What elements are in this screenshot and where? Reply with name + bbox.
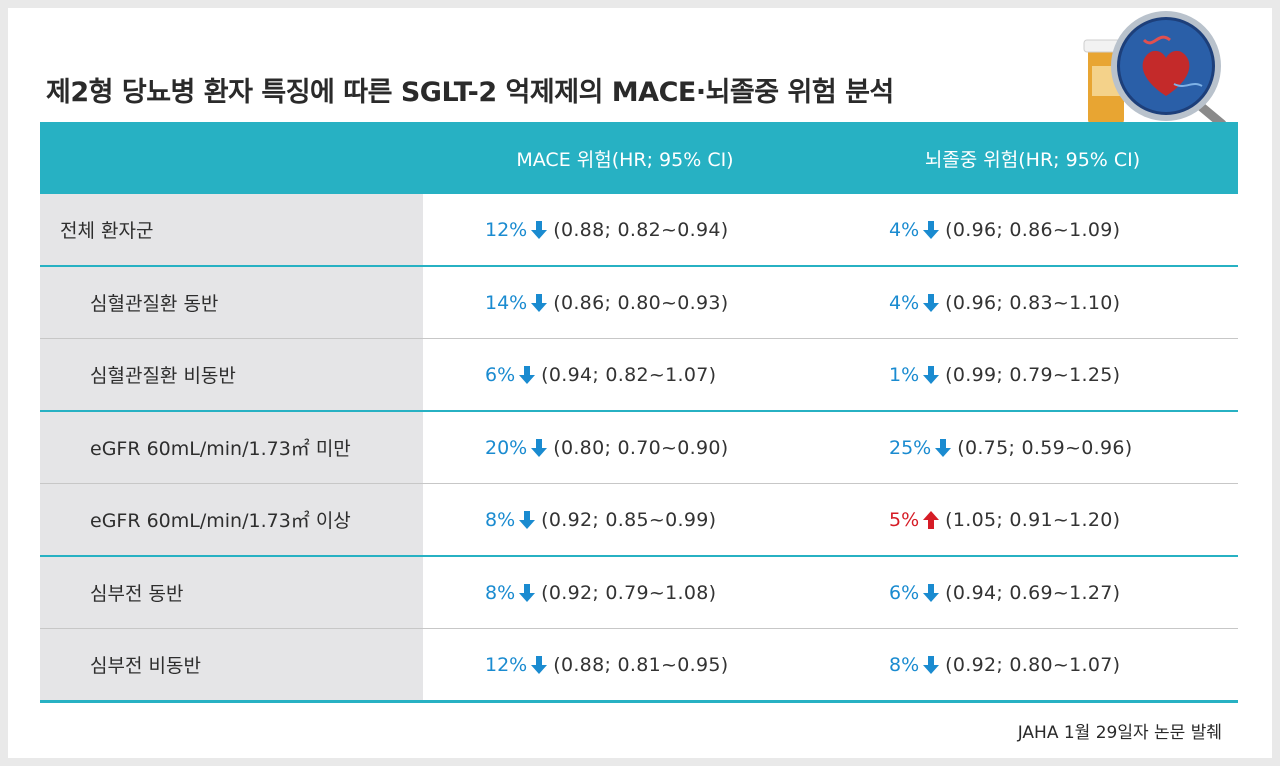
arrow-down-icon <box>923 220 940 239</box>
stroke-cell: 6% (0.94; 0.69~1.27) <box>827 556 1238 629</box>
mace-hr-ci: (0.94; 0.82~1.07) <box>541 363 717 386</box>
mace-percent: 14% <box>485 291 528 314</box>
stroke-cell: 8% (0.92; 0.80~1.07) <box>827 629 1238 702</box>
page-title: 제2형 당뇨병 환자 특징에 따른 SGLT-2 억제제의 MACE·뇌졸중 위… <box>46 77 894 108</box>
stroke-hr-ci: (0.96; 0.83~1.10) <box>945 291 1121 314</box>
stroke-hr-ci: (0.96; 0.86~1.09) <box>945 218 1121 241</box>
table-row: 심부전 비동반 12% (0.88; 0.81~0.95) 8% (0.92; 0.80… <box>40 628 1238 702</box>
mace-hr-ci: (0.88; 0.82~0.94) <box>553 218 729 241</box>
mace-percent: 6% <box>485 363 516 386</box>
row-label: 전체 환자군 <box>40 194 423 266</box>
row-label: 심부전 비동반 <box>40 628 423 702</box>
infographic-card: 제2형 당뇨병 환자 특징에 따른 SGLT-2 억제제의 MACE·뇌졸중 위… <box>8 8 1272 758</box>
arrow-down-icon <box>935 438 952 457</box>
mace-cell: 14% (0.86; 0.80~0.93) <box>423 266 827 339</box>
stroke-cell: 25% (0.75; 0.59~0.96) <box>827 411 1238 484</box>
risk-table: MACE 위험(HR; 95% CI) 뇌졸중 위험(HR; 95% CI) 전… <box>40 122 1238 703</box>
mace-cell: 8% (0.92; 0.79~1.08) <box>423 556 827 629</box>
mace-percent: 12% <box>485 218 528 241</box>
stroke-hr-ci: (0.94; 0.69~1.27) <box>945 581 1121 604</box>
table-row: eGFR 60mL/min/1.73㎡ 미만 20% (0.80; 0.70~0.9… <box>40 411 1238 484</box>
mace-percent: 12% <box>485 653 528 676</box>
arrow-down-icon <box>519 365 536 384</box>
arrow-down-icon <box>519 510 536 529</box>
row-label: 심혈관질환 동반 <box>40 266 423 339</box>
arrow-down-icon <box>531 438 548 457</box>
mace-hr-ci: (0.86; 0.80~0.93) <box>553 291 729 314</box>
arrow-up-icon <box>923 510 940 529</box>
mace-percent: 8% <box>485 508 516 531</box>
table-header-row: MACE 위험(HR; 95% CI) 뇌졸중 위험(HR; 95% CI) <box>40 122 1238 194</box>
arrow-down-icon <box>923 583 940 602</box>
stroke-percent: 4% <box>889 218 920 241</box>
arrow-down-icon <box>923 655 940 674</box>
stroke-percent: 1% <box>889 363 920 386</box>
mace-cell: 20% (0.80; 0.70~0.90) <box>423 411 827 484</box>
stroke-hr-ci: (1.05; 0.91~1.20) <box>945 508 1121 531</box>
stroke-percent: 4% <box>889 291 920 314</box>
heart-magnifier-icon <box>1083 11 1227 128</box>
mace-cell: 8% (0.92; 0.85~0.99) <box>423 484 827 557</box>
header-col-stroke: 뇌졸중 위험(HR; 95% CI) <box>827 122 1238 194</box>
header-col-label <box>40 122 423 194</box>
mace-cell: 12% (0.88; 0.82~0.94) <box>423 194 827 266</box>
mace-percent: 8% <box>485 581 516 604</box>
mace-hr-ci: (0.92; 0.79~1.08) <box>541 581 717 604</box>
source-note: JAHA 1월 29일자 논문 발췌 <box>1017 723 1222 743</box>
table-row: 심부전 동반 8% (0.92; 0.79~1.08) 6% (0.94; 0.69~1… <box>40 556 1238 629</box>
mace-hr-ci: (0.88; 0.81~0.95) <box>553 653 729 676</box>
stroke-cell: 4% (0.96; 0.83~1.10) <box>827 266 1238 339</box>
stroke-hr-ci: (0.75; 0.59~0.96) <box>957 436 1133 459</box>
row-label: eGFR 60mL/min/1.73㎡ 이상 <box>40 483 423 556</box>
stroke-cell: 4% (0.96; 0.86~1.09) <box>827 194 1238 266</box>
table-row: eGFR 60mL/min/1.73㎡ 이상 8% (0.92; 0.85~0.99… <box>40 483 1238 557</box>
stroke-percent: 6% <box>889 581 920 604</box>
mace-percent: 20% <box>485 436 528 459</box>
table-row: 심혈관질환 비동반 6% (0.94; 0.82~1.07) 1% (0.99; 0.7… <box>40 338 1238 412</box>
stroke-percent: 8% <box>889 653 920 676</box>
arrow-down-icon <box>519 583 536 602</box>
row-label: 심혈관질환 비동반 <box>40 338 423 411</box>
header-col-mace: MACE 위험(HR; 95% CI) <box>423 122 827 194</box>
stroke-percent: 25% <box>889 436 932 459</box>
row-label: 심부전 동반 <box>40 556 423 629</box>
arrow-down-icon <box>923 293 940 312</box>
mace-cell: 12% (0.88; 0.81~0.95) <box>423 629 827 702</box>
arrow-down-icon <box>531 220 548 239</box>
arrow-down-icon <box>531 293 548 312</box>
stroke-cell: 5% (1.05; 0.91~1.20) <box>827 484 1238 557</box>
mace-hr-ci: (0.92; 0.85~0.99) <box>541 508 717 531</box>
mace-cell: 6% (0.94; 0.82~1.07) <box>423 339 827 412</box>
table-row: 전체 환자군 12% (0.88; 0.82~0.94) 4% (0.96; 0.86~… <box>40 194 1238 266</box>
arrow-down-icon <box>923 365 940 384</box>
stroke-percent: 5% <box>889 508 920 531</box>
table-row: 심혈관질환 동반 14% (0.86; 0.80~0.93) 4% (0.96; 0.8… <box>40 266 1238 339</box>
mace-hr-ci: (0.80; 0.70~0.90) <box>553 436 729 459</box>
stroke-hr-ci: (0.99; 0.79~1.25) <box>945 363 1121 386</box>
row-label: eGFR 60mL/min/1.73㎡ 미만 <box>40 411 423 484</box>
stroke-hr-ci: (0.92; 0.80~1.07) <box>945 653 1121 676</box>
arrow-down-icon <box>531 655 548 674</box>
stroke-cell: 1% (0.99; 0.79~1.25) <box>827 339 1238 412</box>
